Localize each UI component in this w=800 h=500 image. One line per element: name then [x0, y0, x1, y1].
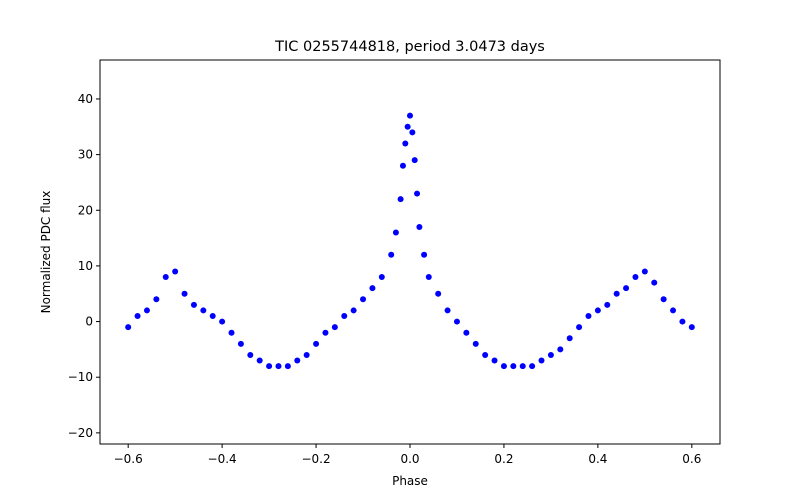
data-point — [313, 340, 320, 347]
data-point — [482, 351, 489, 358]
data-point — [392, 229, 399, 236]
data-point — [472, 340, 479, 347]
y-tick-label: 40 — [78, 92, 93, 106]
data-point — [641, 268, 648, 275]
x-tick-label: 0.0 — [400, 452, 419, 466]
data-point — [134, 313, 141, 319]
data-point — [421, 251, 428, 258]
data-point — [397, 196, 404, 203]
data-point — [322, 329, 329, 336]
data-point — [219, 318, 226, 325]
data-point — [378, 274, 385, 281]
data-point — [181, 290, 188, 297]
data-point — [388, 251, 395, 258]
data-point — [660, 296, 667, 303]
data-point — [237, 340, 244, 347]
data-point — [651, 279, 658, 286]
data-point — [256, 357, 263, 364]
y-tick-label: 30 — [78, 148, 93, 162]
data-point — [500, 363, 507, 370]
data-point — [613, 290, 620, 297]
data-points — [125, 112, 695, 370]
data-point — [632, 274, 639, 281]
data-point — [200, 307, 207, 314]
x-axis-label: Phase — [392, 474, 428, 488]
data-point — [538, 357, 545, 364]
y-tick-label: 20 — [78, 203, 93, 217]
data-point — [453, 318, 460, 325]
data-point — [399, 162, 406, 169]
x-tick-label: −0.4 — [208, 452, 237, 466]
y-axis: −20 −10 0 10 20 30 40 — [68, 92, 100, 440]
data-point — [416, 223, 423, 230]
data-point — [670, 307, 677, 314]
y-tick-label: 10 — [78, 259, 93, 273]
x-tick-label: 0.2 — [494, 452, 513, 466]
data-point — [491, 357, 498, 364]
data-point — [435, 290, 442, 297]
data-point — [547, 351, 554, 358]
data-point — [162, 274, 169, 281]
data-point — [444, 307, 451, 314]
chart-title: TIC 0255744818, period 3.0473 days — [274, 39, 545, 55]
data-point — [510, 363, 517, 370]
data-point — [209, 313, 216, 319]
data-point — [623, 285, 630, 292]
data-point — [153, 296, 160, 303]
x-tick-label: −0.2 — [301, 452, 330, 466]
data-point — [266, 363, 273, 370]
y-tick-label: −20 — [68, 426, 93, 440]
x-tick-label: −0.6 — [114, 452, 143, 466]
data-point — [463, 329, 470, 336]
data-point — [425, 274, 432, 281]
data-point — [331, 324, 338, 331]
data-point — [679, 318, 686, 325]
data-point — [407, 112, 413, 119]
data-point — [247, 351, 254, 358]
data-point — [284, 363, 291, 370]
data-point — [125, 324, 132, 331]
data-point — [604, 301, 611, 308]
data-point — [402, 140, 409, 147]
data-point — [409, 129, 416, 136]
data-point — [350, 307, 357, 314]
y-axis-label: Normalized PDC flux — [39, 191, 53, 314]
y-tick-label: 0 — [85, 315, 93, 329]
data-point — [519, 363, 526, 370]
data-point — [143, 307, 150, 314]
data-point — [360, 296, 367, 303]
data-point — [294, 357, 301, 364]
data-point — [172, 268, 179, 275]
data-point — [414, 190, 421, 197]
data-point — [275, 363, 282, 370]
data-point — [688, 324, 695, 331]
data-point — [557, 346, 564, 353]
y-tick-label: −10 — [68, 370, 93, 384]
x-tick-label: 0.4 — [588, 452, 607, 466]
data-point — [576, 324, 583, 331]
data-point — [566, 335, 573, 342]
data-point — [369, 285, 376, 292]
x-axis: −0.6 −0.4 −0.2 0.0 0.2 0.4 0.6 — [114, 444, 701, 466]
data-point — [303, 351, 310, 358]
data-point — [404, 123, 411, 130]
data-point — [529, 363, 536, 370]
data-point — [594, 307, 601, 314]
data-point — [585, 313, 592, 319]
data-point — [411, 157, 418, 164]
data-point — [228, 329, 235, 336]
data-point — [341, 313, 348, 319]
x-tick-label: 0.6 — [682, 452, 701, 466]
data-point — [190, 301, 197, 308]
